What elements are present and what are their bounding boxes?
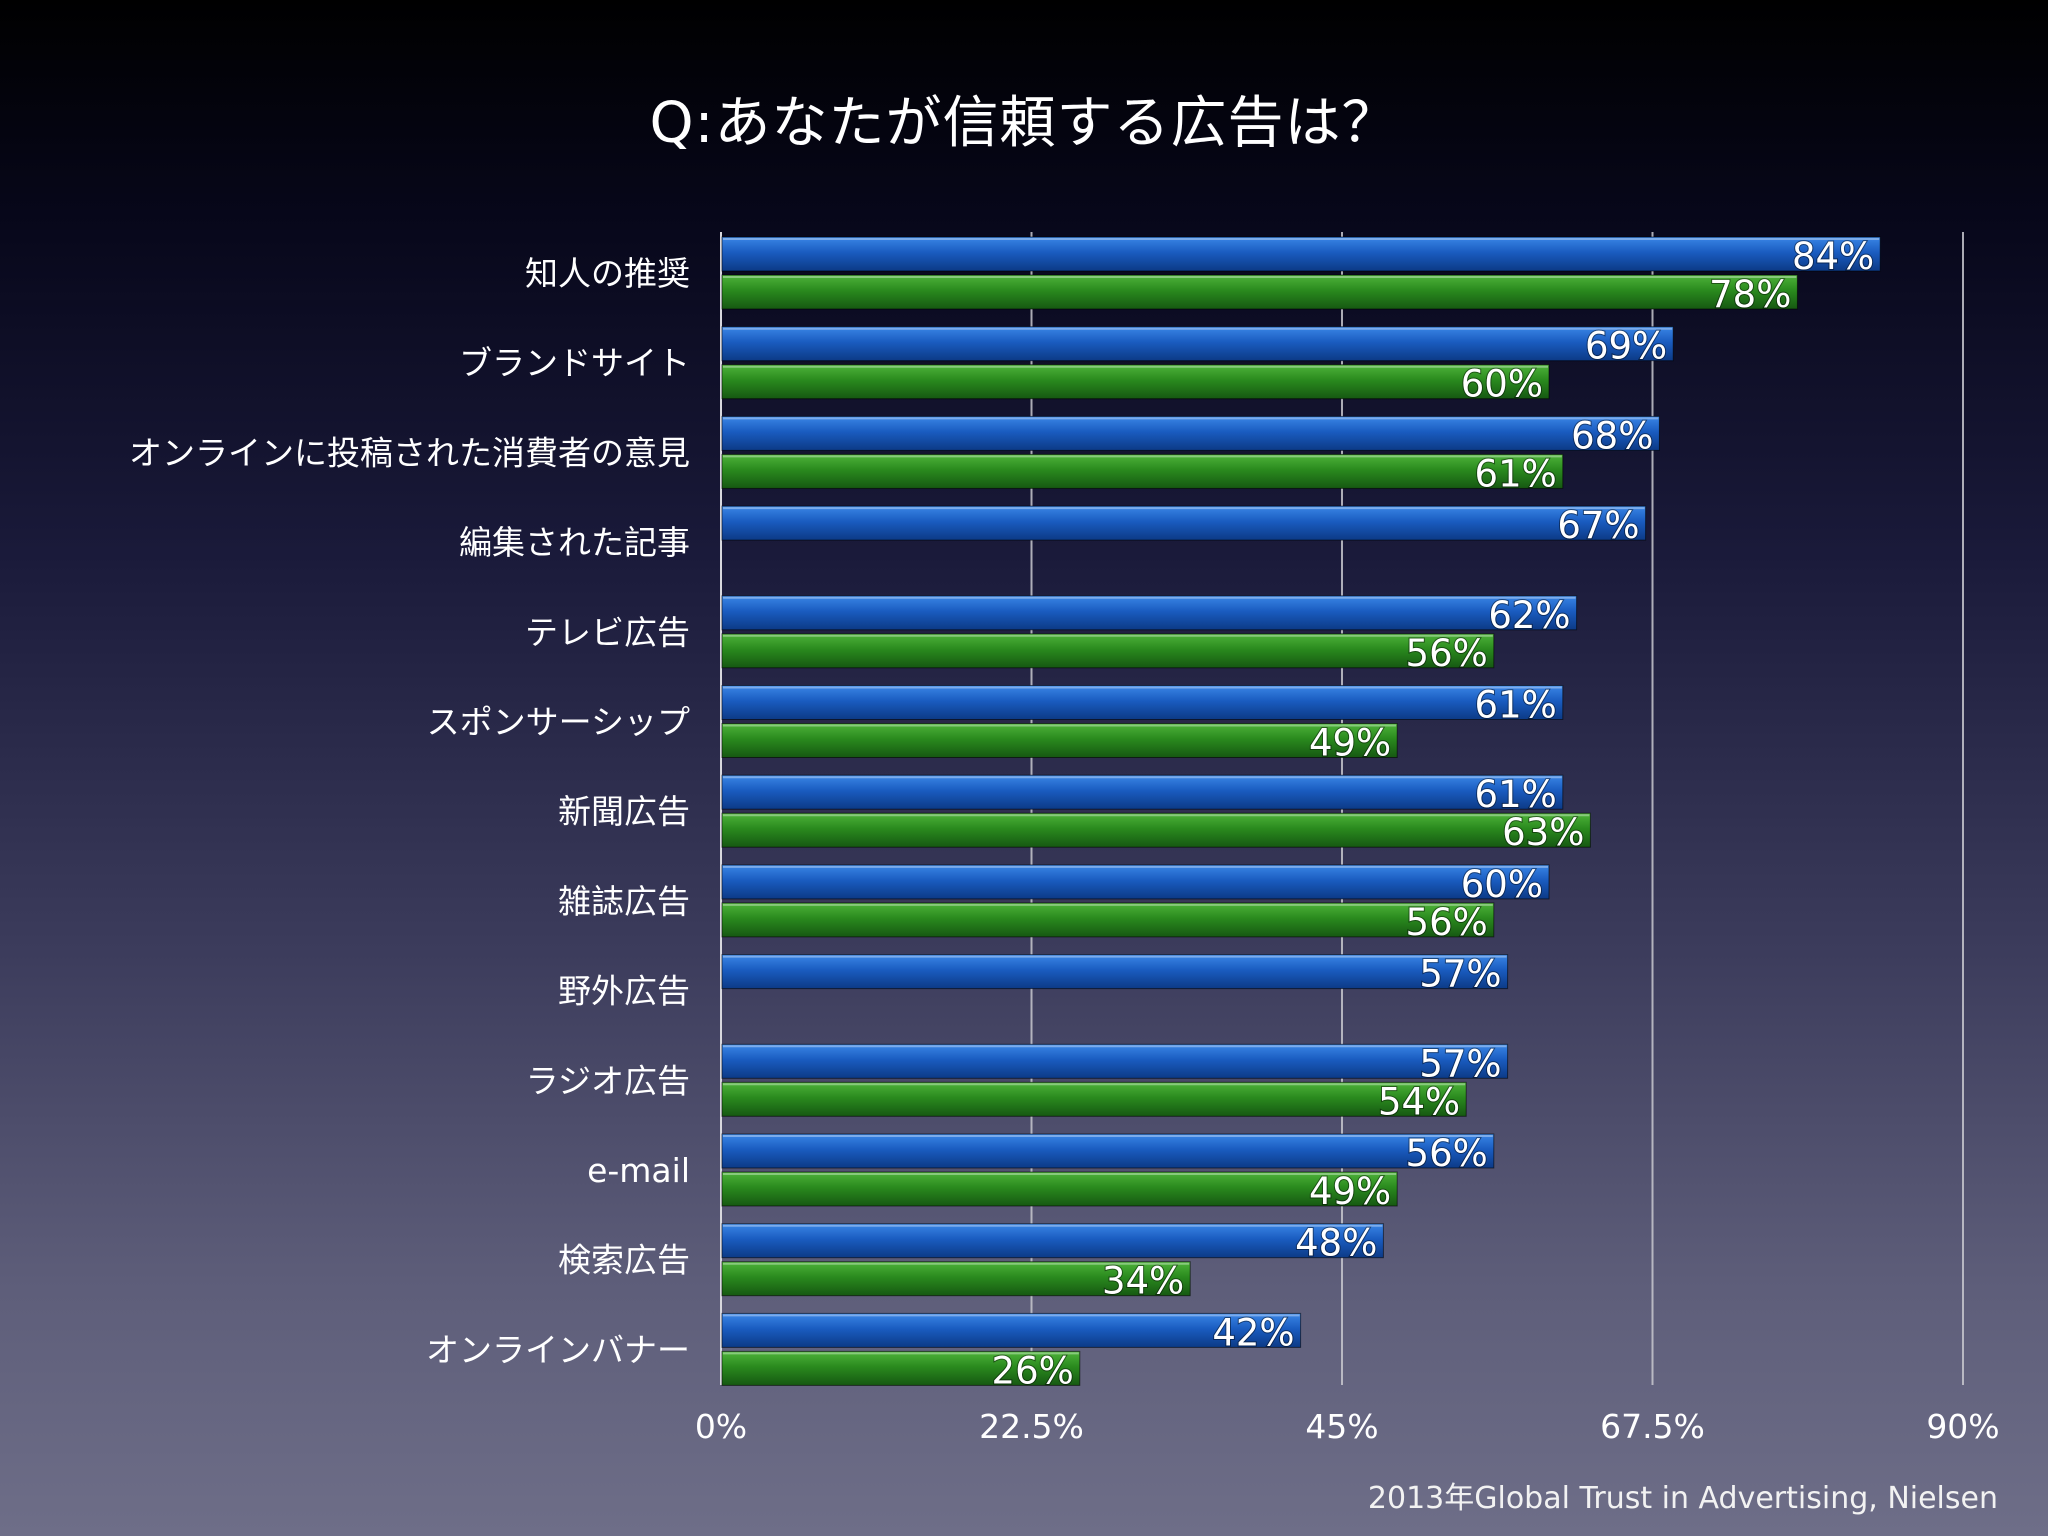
bar-series-2 — [721, 453, 1564, 489]
category-label: 編集された記事 — [459, 523, 690, 562]
category-label: e-mail — [587, 1151, 690, 1190]
bar-series-1 — [721, 1312, 1302, 1348]
bar-series-1 — [721, 864, 1550, 900]
data-label: 49% — [1309, 1170, 1391, 1213]
bar-series-2 — [721, 1350, 1081, 1386]
source-note: 2013年Global Trust in Advertising, Nielse… — [1367, 1481, 1998, 1516]
bar-series-2 — [721, 1171, 1398, 1207]
data-label: 42% — [1212, 1311, 1294, 1354]
data-label: 60% — [1461, 363, 1543, 406]
bar-series-2 — [721, 1081, 1467, 1117]
data-label: 61% — [1475, 452, 1557, 495]
bar-series-1 — [721, 505, 1647, 541]
data-label: 61% — [1475, 684, 1557, 727]
data-label: 67% — [1557, 504, 1639, 547]
bar-series-1 — [721, 236, 1881, 272]
bar-series-1 — [721, 415, 1660, 451]
category-label: テレビ広告 — [525, 613, 690, 652]
x-tick-label: 22.5% — [979, 1407, 1084, 1446]
data-label: 60% — [1461, 863, 1543, 906]
category-label: ブランドサイト — [459, 344, 690, 383]
data-label: 84% — [1792, 235, 1874, 278]
category-label: スポンサーシップ — [427, 703, 690, 742]
data-label: 49% — [1309, 722, 1391, 765]
data-label: 61% — [1475, 773, 1557, 816]
value-labels: 84%78%69%60%68%61%67%62%56%61%49%61%63%6… — [991, 234, 1876, 1393]
data-label: 48% — [1295, 1222, 1377, 1265]
bar-series-2 — [721, 633, 1495, 669]
category-label: 知人の推奨 — [525, 254, 690, 293]
category-label: オンラインバナー — [426, 1330, 690, 1369]
category-label: 野外広告 — [558, 972, 690, 1011]
x-tick-label: 90% — [1926, 1407, 1999, 1446]
category-label: オンラインに投稿された消費者の意見 — [129, 433, 690, 472]
data-label: 57% — [1419, 953, 1501, 996]
bar-series-1 — [721, 954, 1509, 990]
category-label: 雑誌広告 — [558, 882, 690, 921]
data-label: 54% — [1378, 1080, 1460, 1123]
bar-series-1 — [721, 1133, 1495, 1169]
data-label: 62% — [1488, 594, 1570, 637]
x-tick-label: 45% — [1305, 1407, 1378, 1446]
bar-series-2 — [721, 812, 1591, 848]
data-label: 56% — [1406, 901, 1488, 944]
bar-series-2 — [721, 274, 1798, 310]
data-label: 69% — [1585, 325, 1667, 368]
category-label: ラジオ広告 — [526, 1061, 690, 1100]
data-label: 34% — [1102, 1260, 1184, 1303]
data-label: 56% — [1406, 1132, 1488, 1175]
data-label: 68% — [1571, 414, 1653, 457]
bar-series-1 — [721, 1043, 1509, 1079]
bar-series-2 — [721, 1261, 1191, 1297]
category-label: 検索広告 — [558, 1241, 690, 1280]
bar-series-2 — [721, 723, 1398, 758]
bar-series-1 — [721, 595, 1578, 631]
bar-series-1 — [721, 774, 1564, 810]
x-tick-label: 67.5% — [1600, 1407, 1705, 1446]
bar-series-1 — [721, 685, 1564, 720]
x-tick-label: 0% — [695, 1407, 747, 1446]
bar-series-2 — [721, 364, 1550, 400]
bar-series-1 — [721, 1223, 1384, 1259]
chart-title: Q:あなたが信頼する広告は？ — [649, 91, 1399, 156]
data-label: 26% — [992, 1349, 1074, 1392]
bars — [721, 236, 1881, 1386]
data-label: 56% — [1406, 632, 1488, 675]
category-labels: 知人の推奨ブランドサイトオンラインに投稿された消費者の意見編集された記事テレビ広… — [129, 254, 690, 1369]
category-label: 新聞広告 — [558, 792, 690, 831]
data-label: 57% — [1419, 1042, 1501, 1085]
data-label: 63% — [1502, 811, 1584, 854]
data-label: 78% — [1709, 273, 1791, 316]
bar-series-1 — [721, 326, 1674, 362]
bar-series-2 — [721, 902, 1495, 938]
x-axis-tick-labels: 0% 22.5% 45% 67.5% 90% — [695, 1407, 2000, 1446]
